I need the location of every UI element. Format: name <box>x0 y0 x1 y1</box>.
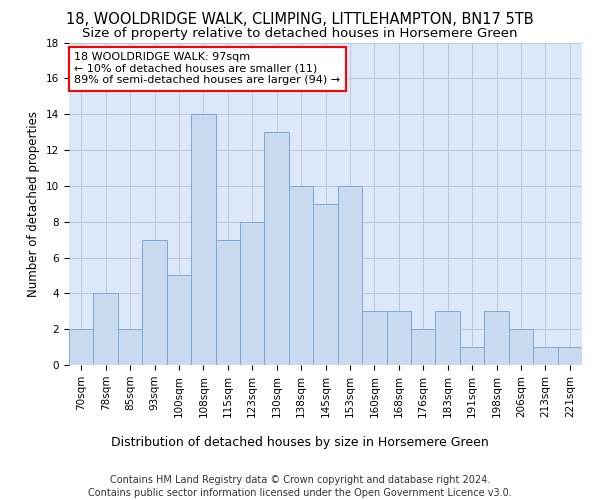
Bar <box>289 186 313 365</box>
Text: Size of property relative to detached houses in Horsemere Green: Size of property relative to detached ho… <box>82 28 518 40</box>
Bar <box>460 347 484 365</box>
Bar <box>436 311 460 365</box>
Bar <box>215 240 240 365</box>
Bar <box>118 329 142 365</box>
Text: Contains HM Land Registry data © Crown copyright and database right 2024.: Contains HM Land Registry data © Crown c… <box>110 475 490 485</box>
Bar <box>533 347 557 365</box>
Bar <box>509 329 533 365</box>
Bar <box>313 204 338 365</box>
Bar <box>142 240 167 365</box>
Text: Contains public sector information licensed under the Open Government Licence v3: Contains public sector information licen… <box>88 488 512 498</box>
Text: 18 WOOLDRIDGE WALK: 97sqm
← 10% of detached houses are smaller (11)
89% of semi-: 18 WOOLDRIDGE WALK: 97sqm ← 10% of detac… <box>74 52 340 86</box>
Bar <box>557 347 582 365</box>
Bar <box>69 329 94 365</box>
Bar <box>386 311 411 365</box>
Bar <box>411 329 436 365</box>
Bar <box>338 186 362 365</box>
Bar <box>240 222 265 365</box>
Bar <box>265 132 289 365</box>
Bar <box>167 276 191 365</box>
Bar <box>484 311 509 365</box>
Text: Distribution of detached houses by size in Horsemere Green: Distribution of detached houses by size … <box>111 436 489 449</box>
Bar <box>362 311 386 365</box>
Bar <box>94 294 118 365</box>
Y-axis label: Number of detached properties: Number of detached properties <box>28 111 40 296</box>
Bar <box>191 114 215 365</box>
Text: 18, WOOLDRIDGE WALK, CLIMPING, LITTLEHAMPTON, BN17 5TB: 18, WOOLDRIDGE WALK, CLIMPING, LITTLEHAM… <box>66 12 534 28</box>
